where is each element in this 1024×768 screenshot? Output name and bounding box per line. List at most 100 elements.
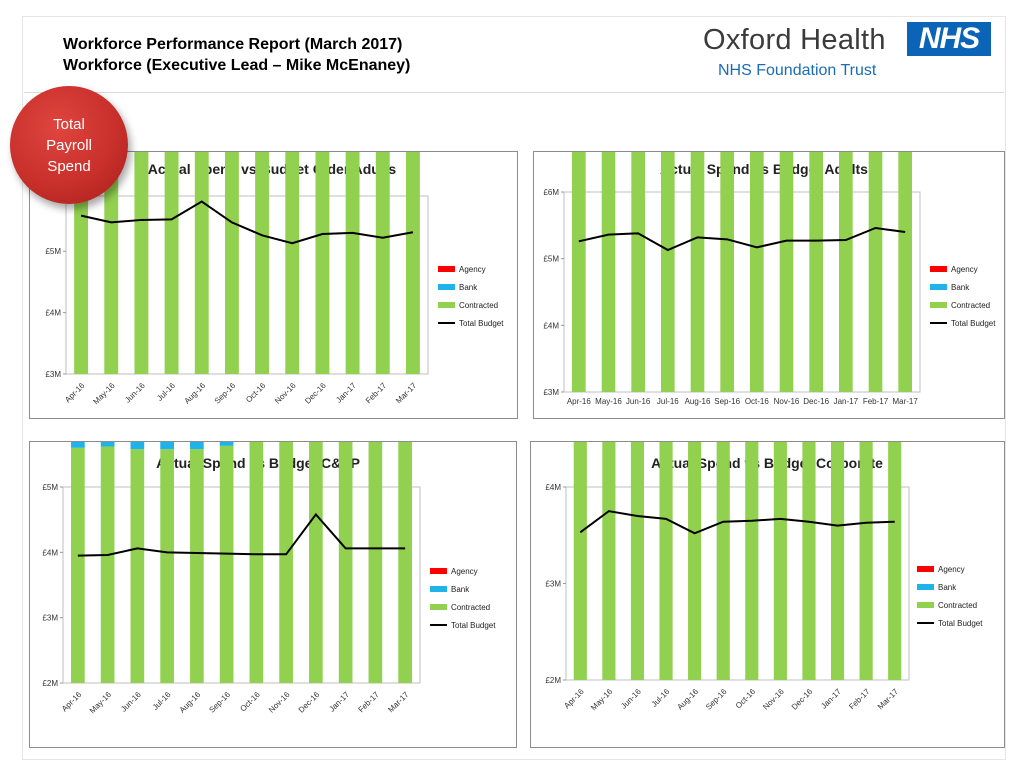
report-title-line1: Workforce Performance Report (March 2017… — [63, 36, 403, 53]
chart-svg: Actual Spend vs Budget Corporate £2M £3M £4… — [545, 442, 983, 712]
bar-contracted-may-16 — [602, 442, 616, 680]
x-tick-label: Dec-16 — [790, 687, 815, 712]
bar-contracted-aug-16 — [690, 152, 705, 392]
bar-bank-sep-16 — [219, 442, 234, 446]
y-tick-label: £2M — [545, 676, 561, 685]
total-budget-line — [579, 510, 895, 535]
x-tick-label: Jul-16 — [650, 687, 672, 709]
bar-contracted-mar-17 — [888, 442, 902, 680]
x-tick-label: Nov-16 — [774, 397, 800, 406]
header-divider — [24, 92, 1004, 93]
bar-contracted-nov-16 — [773, 442, 787, 680]
legend-swatch-agency — [430, 568, 447, 574]
x-tick-label: Mar-17 — [394, 381, 419, 406]
y-tick-label: £5M — [42, 483, 58, 492]
bar-contracted-jun-16 — [130, 449, 145, 683]
legend-label-contracted: Contracted — [951, 301, 990, 310]
x-tick-label: Oct-16 — [244, 381, 268, 405]
plot-area — [62, 486, 421, 684]
x-tick-label: Feb-17 — [356, 690, 381, 715]
bar-contracted-nov-16 — [779, 152, 794, 393]
total-payroll-spend-label: Total Payroll Spend — [46, 115, 92, 175]
y-tick-label: £3M — [45, 370, 61, 379]
x-tick-label: Mar-17 — [892, 397, 918, 406]
report-title-line2: Workforce (Executive Lead – Mike McEnane… — [63, 57, 411, 74]
chart-svg: Actual Spend vs Budget C&YP£2M£3M£4M£5MA… — [42, 442, 496, 716]
report-title: Workforce Performance Report (March 2017… — [63, 34, 410, 76]
bar-contracted-jul-16 — [661, 152, 675, 392]
legend-swatch-contracted — [917, 602, 934, 608]
y-tick-label: £4M — [45, 309, 61, 318]
x-tick-label: Apr-16 — [60, 690, 84, 714]
x-tick-label: Jan-17 — [819, 687, 843, 711]
legend-label-bank: Bank — [951, 283, 970, 292]
bar-contracted-aug-16 — [688, 442, 702, 680]
legend-swatch-agency — [917, 566, 934, 572]
x-tick-label: Jan-17 — [834, 397, 859, 406]
x-tick-label: Apr-16 — [567, 397, 592, 406]
bar-contracted-aug-16 — [194, 152, 209, 374]
x-tick-label: Oct-16 — [238, 690, 262, 714]
bar-contracted-mar-17 — [398, 442, 412, 683]
bar-contracted-jan-17 — [345, 152, 360, 375]
chart-title: Actual Spend vs Budget Corporate — [651, 455, 883, 471]
chart-svg: Actual Spend vs Budget Older Adults £3M £4… — [45, 152, 504, 406]
y-tick-label: £2M — [42, 679, 58, 688]
chart-panel-corporate: Actual Spend vs Budget Corporate £2M £3M £4… — [530, 441, 1005, 748]
x-tick-label: Jul-16 — [657, 397, 679, 406]
bar-contracted-nov-16 — [279, 442, 293, 683]
chart-title: Actual Spend vs Budget Older Adults — [148, 161, 397, 177]
bar-contracted-dec-16 — [809, 152, 823, 392]
legend-swatch-agency — [930, 266, 947, 272]
bar-contracted-sep-16 — [716, 442, 730, 680]
x-tick-label: Aug-16 — [685, 397, 711, 406]
bar-contracted-jun-16 — [134, 152, 149, 374]
legend-label-bank: Bank — [459, 283, 478, 292]
y-tick-label: £3M — [545, 580, 561, 589]
x-tick-label: Mar-17 — [386, 690, 411, 715]
total-budget-line — [80, 200, 414, 245]
bar-contracted-nov-16 — [285, 152, 300, 375]
bar-contracted-oct-16 — [255, 152, 270, 374]
bar-contracted-feb-17 — [868, 152, 883, 392]
y-tick-label: £5M — [45, 247, 61, 256]
bar-bank-jul-16 — [160, 442, 174, 450]
legend-label-bank: Bank — [938, 583, 957, 592]
total-budget-line — [77, 512, 406, 557]
y-tick-label: £4M — [42, 548, 58, 557]
legend-label-agency: Agency — [938, 565, 965, 574]
plot-area — [65, 195, 429, 375]
bar-contracted-dec-16 — [315, 152, 330, 374]
bar-bank-aug-16 — [190, 442, 204, 450]
legend-label-agency: Agency — [451, 567, 478, 576]
legend-label-total-budget: Total Budget — [951, 319, 996, 328]
bar-contracted-feb-17 — [859, 442, 873, 680]
x-tick-label: Dec-16 — [297, 690, 322, 715]
bar-bank-apr-16 — [71, 442, 85, 448]
y-tick-label: £3M — [543, 388, 559, 397]
chart-svg: Actual Spend vs Budget Adults£3M£4M£5M£6… — [543, 152, 996, 406]
legend-swatch-contracted — [930, 302, 947, 308]
x-tick-label: Sep-16 — [704, 687, 729, 712]
bar-contracted-oct-16 — [745, 442, 759, 680]
legend-label-total-budget: Total Budget — [938, 619, 983, 628]
bar-contracted-mar-17 — [405, 152, 420, 375]
plot-area — [565, 486, 910, 681]
logo-subtitle: NHS Foundation Trust — [718, 62, 877, 79]
chart-panel-cyp: Actual Spend vs Budget C&YP£2M£3M£4M£5MA… — [29, 441, 517, 748]
x-tick-label: Jul-16 — [151, 690, 173, 712]
legend-label-total-budget: Total Budget — [459, 319, 504, 328]
legend-swatch-bank — [438, 284, 455, 290]
legend-label-total-budget: Total Budget — [451, 621, 496, 630]
bar-contracted-jan-17 — [830, 442, 845, 680]
y-tick-label: £6M — [543, 188, 559, 197]
x-tick-label: May-16 — [88, 690, 114, 716]
x-tick-label: Nov-16 — [267, 690, 292, 715]
x-tick-label: Jan-17 — [334, 381, 358, 405]
x-tick-label: Feb-17 — [863, 397, 889, 406]
bar-contracted-jan-17 — [338, 442, 353, 683]
y-tick-label: £3M — [42, 614, 58, 623]
bar-contracted-feb-17 — [368, 442, 383, 683]
x-tick-label: Sep-16 — [714, 397, 740, 406]
bar-contracted-jun-16 — [631, 152, 645, 393]
